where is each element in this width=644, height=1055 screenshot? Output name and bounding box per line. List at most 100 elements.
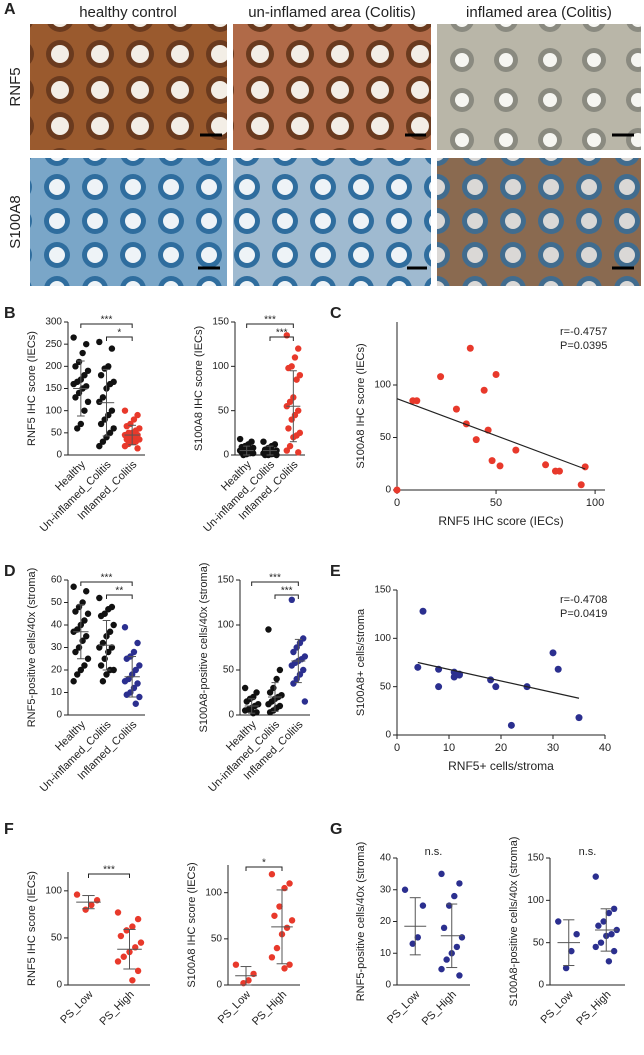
y-axis-label: S100A8-positive cells/40x (stroma) [508, 837, 520, 1007]
data-point [438, 870, 445, 878]
data-point [99, 678, 107, 685]
data-point [84, 610, 92, 617]
data-point [414, 663, 422, 671]
y-axis-label: RNF5 IHC score (IECs) [26, 331, 38, 446]
x-tick-label: PS_Low [58, 989, 95, 1026]
data-point [84, 655, 92, 662]
y-tick-label: 30 [380, 884, 392, 895]
scale-bars [198, 133, 634, 270]
x-tick-label: 0 [394, 497, 400, 509]
data-point [97, 612, 105, 620]
data-point [134, 915, 142, 923]
data-point [288, 917, 296, 924]
data-point [99, 639, 107, 647]
y-tick-label: 0 [56, 710, 62, 721]
y-tick-label: 0 [228, 710, 234, 721]
y-tick-label: 50 [218, 405, 230, 416]
significance-bracket [80, 581, 133, 586]
data-point [81, 407, 88, 414]
data-point [286, 398, 294, 405]
data-point [295, 449, 302, 456]
data-point [435, 683, 443, 691]
data-point [507, 721, 515, 729]
data-point [97, 372, 105, 379]
data-point [123, 927, 130, 934]
data-point [286, 961, 293, 968]
data-point [456, 972, 463, 979]
significance-label: *** [101, 573, 113, 584]
y-tick-label: 150 [527, 853, 544, 864]
fit-line [396, 398, 586, 470]
y-tick-label: 150 [45, 383, 62, 394]
data-point [123, 655, 130, 662]
significance-bracket [80, 323, 133, 328]
annotation: P=0.0419 [560, 608, 607, 620]
significance-bracket [245, 866, 283, 871]
y-tick-label: 100 [374, 633, 391, 644]
data-point [542, 461, 550, 469]
data-point [419, 902, 427, 909]
data-point [121, 678, 129, 685]
significance-label: *** [281, 586, 293, 597]
data-point [453, 943, 461, 951]
data-point [121, 624, 129, 631]
column-header: inflamed area (Colitis) [466, 4, 612, 21]
significance-bracket [106, 336, 133, 341]
data-point [88, 901, 95, 909]
data-point [610, 905, 618, 912]
data-point [296, 372, 304, 379]
data-point [437, 373, 445, 381]
y-tick-label: 0 [56, 450, 62, 461]
data-point [276, 666, 284, 674]
y-tick-label: 0 [385, 485, 391, 496]
micrograph [233, 158, 431, 286]
significance-label: *** [269, 573, 281, 584]
y-axis-label: S100A8 IHC score (IECs) [193, 326, 205, 451]
data-point [121, 442, 129, 450]
data-point [273, 675, 280, 683]
data-point [105, 606, 112, 613]
data-point [480, 386, 488, 394]
data-point [286, 442, 294, 450]
y-tick-label: 60 [51, 575, 63, 586]
data-point [487, 676, 495, 684]
data-point [260, 438, 267, 445]
data-point [401, 886, 409, 893]
y-tick-label: 150 [212, 317, 229, 328]
row-header: RNF5 [7, 67, 24, 106]
data-point [452, 405, 460, 413]
data-point [97, 420, 105, 428]
y-tick-label: 50 [51, 597, 63, 608]
significance-label: ** [115, 586, 123, 597]
data-point [232, 961, 240, 968]
data-point [409, 940, 416, 947]
y-tick-label: 100 [527, 895, 544, 906]
panel-label: D [4, 563, 16, 580]
x-tick-label: PS_High [97, 989, 136, 1028]
data-point [568, 947, 575, 955]
row-header: S100A8 [7, 195, 24, 248]
significance-bracket [246, 323, 294, 328]
data-point [130, 416, 138, 423]
x-axis-label: RNF5 IHC score (IECs) [438, 514, 563, 528]
data-point [123, 691, 130, 698]
data-point [512, 446, 520, 454]
data-point [81, 617, 88, 624]
y-tick-label: 100 [217, 620, 234, 631]
data-point [136, 693, 143, 701]
data-point [290, 648, 297, 656]
y-tick-label: 200 [45, 361, 62, 372]
data-point [134, 445, 141, 452]
data-point [106, 628, 114, 635]
x-tick-label: PS_High [574, 989, 613, 1028]
y-tick-label: 50 [223, 665, 235, 676]
data-point [70, 678, 77, 685]
significance-bracket [269, 336, 294, 341]
data-point [83, 340, 90, 348]
data-point [597, 939, 605, 946]
data-point [443, 956, 450, 963]
micrograph [437, 158, 641, 286]
y-tick-label: 20 [380, 916, 392, 927]
data-point [83, 633, 90, 640]
data-point [281, 965, 288, 972]
